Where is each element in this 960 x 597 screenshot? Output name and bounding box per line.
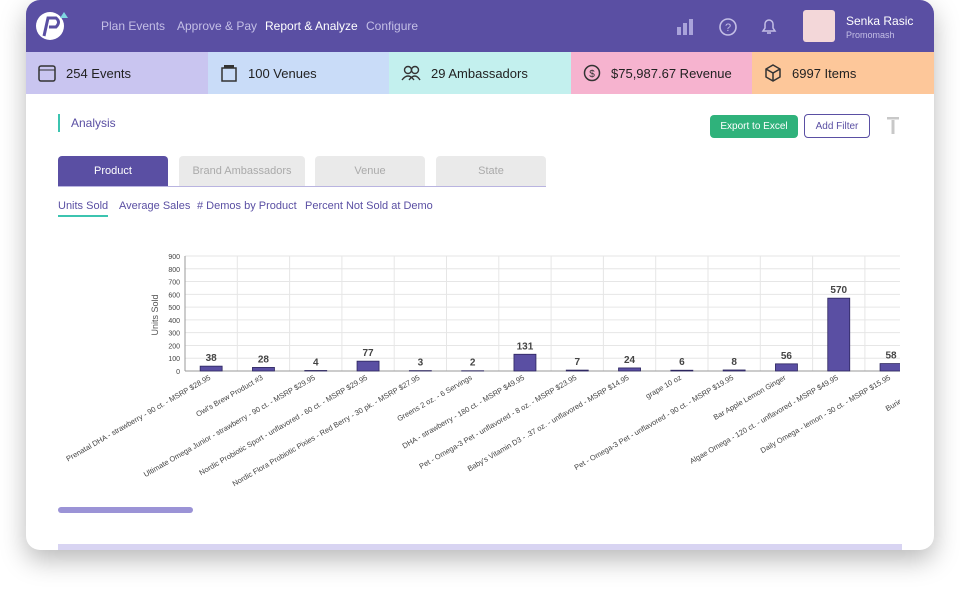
stat-text: 6997 Items — [792, 65, 857, 81]
value-label: 28 — [258, 354, 270, 365]
y-axis-label: Units Sold — [150, 294, 160, 335]
x-tick-label: grape 10 oz — [644, 373, 683, 401]
stat: 6997 Items — [752, 52, 934, 94]
y-tick-label: 800 — [168, 267, 180, 274]
nav-item[interactable]: Plan Events — [101, 19, 166, 33]
app-window: Plan Events Approve & Pay Report & Analy… — [26, 0, 934, 550]
stat: 254 Events — [26, 52, 208, 94]
bar — [252, 367, 275, 372]
y-tick-label: 500 — [168, 305, 180, 312]
bar — [827, 297, 851, 372]
bar — [199, 365, 223, 372]
user-name: Senka Rasic — [846, 14, 914, 28]
tab-underline — [58, 186, 546, 187]
stat: 100 Venues — [208, 52, 389, 94]
value-label: 570 — [830, 285, 847, 296]
value-label: 58 — [885, 351, 897, 362]
bar — [722, 369, 746, 372]
bar — [775, 363, 798, 372]
value-label: 6 — [679, 357, 685, 368]
subtab[interactable]: # Demos by Product — [197, 200, 297, 212]
tab[interactable]: Venue — [315, 156, 425, 186]
y-tick-label: 900 — [168, 254, 180, 261]
user-company: Promomash — [846, 30, 895, 40]
nav-item[interactable]: Approve & Pay — [177, 19, 258, 33]
subtab[interactable]: Average Sales — [119, 200, 191, 212]
value-label: 8 — [731, 357, 737, 368]
value-label: 24 — [624, 355, 636, 366]
filter-icon[interactable] — [886, 117, 900, 135]
section-marker — [58, 114, 60, 132]
bar — [565, 369, 589, 372]
y-tick-label: 100 — [168, 356, 180, 363]
avatar[interactable] — [803, 10, 835, 42]
stat: $ $75,987.67 Revenue — [571, 52, 752, 94]
nav-item[interactable]: Report & Analyze — [265, 19, 358, 33]
value-label: 3 — [418, 358, 424, 369]
y-tick-label: 600 — [168, 292, 180, 299]
stats-icon[interactable] — [676, 18, 696, 36]
chart: Units Sold 0100200300400500600700800900P… — [64, 254, 900, 488]
svg-text:?: ? — [725, 22, 731, 34]
section-title: Analysis — [71, 116, 116, 130]
filter-button[interactable]: Add Filter — [804, 114, 870, 138]
svg-text:$: $ — [589, 69, 595, 80]
tab[interactable]: Product — [58, 156, 168, 186]
y-tick-label: 200 — [168, 343, 180, 350]
subtab[interactable]: Units Sold — [58, 200, 109, 217]
header: Plan Events Approve & Pay Report & Analy… — [26, 0, 934, 52]
y-tick-label: 300 — [168, 331, 180, 338]
nav-item[interactable]: Configure — [366, 19, 419, 33]
logo — [36, 12, 68, 40]
bar — [513, 353, 537, 372]
value-label: 2 — [470, 358, 476, 369]
bell-icon[interactable] — [759, 16, 779, 36]
help-icon[interactable]: ? — [718, 17, 738, 37]
stat: 29 Ambassadors — [389, 52, 571, 94]
x-tick-label: Nordic Flora Probiotic Pixies - Red Berr… — [231, 373, 422, 488]
value-label: 38 — [206, 353, 218, 364]
export-button[interactable]: Export to Excel — [710, 115, 798, 138]
scrollbar[interactable] — [58, 507, 193, 513]
value-label: 56 — [781, 351, 793, 362]
y-tick-label: 0 — [176, 369, 180, 376]
tab[interactable]: State — [436, 156, 546, 186]
bar — [304, 370, 328, 372]
y-tick-label: 700 — [168, 280, 180, 287]
value-label: 7 — [574, 357, 580, 368]
value-label: 4 — [313, 357, 319, 368]
stat-text: 29 Ambassadors — [431, 65, 528, 81]
value-label: 77 — [362, 348, 374, 359]
stat-text: $75,987.67 Revenue — [611, 65, 732, 81]
bar — [618, 367, 641, 372]
stat-text: 254 Events — [66, 65, 132, 81]
value-label: 131 — [517, 341, 534, 352]
bar — [356, 360, 380, 372]
stat-text: 100 Venues — [248, 65, 317, 81]
subtab[interactable]: Percent Not Sold at Demo — [305, 200, 433, 212]
bar — [879, 363, 900, 372]
bar — [670, 369, 694, 372]
y-tick-label: 400 — [168, 318, 180, 325]
panel-strip — [58, 544, 902, 550]
tab[interactable]: Brand Ambassadors — [179, 156, 305, 186]
